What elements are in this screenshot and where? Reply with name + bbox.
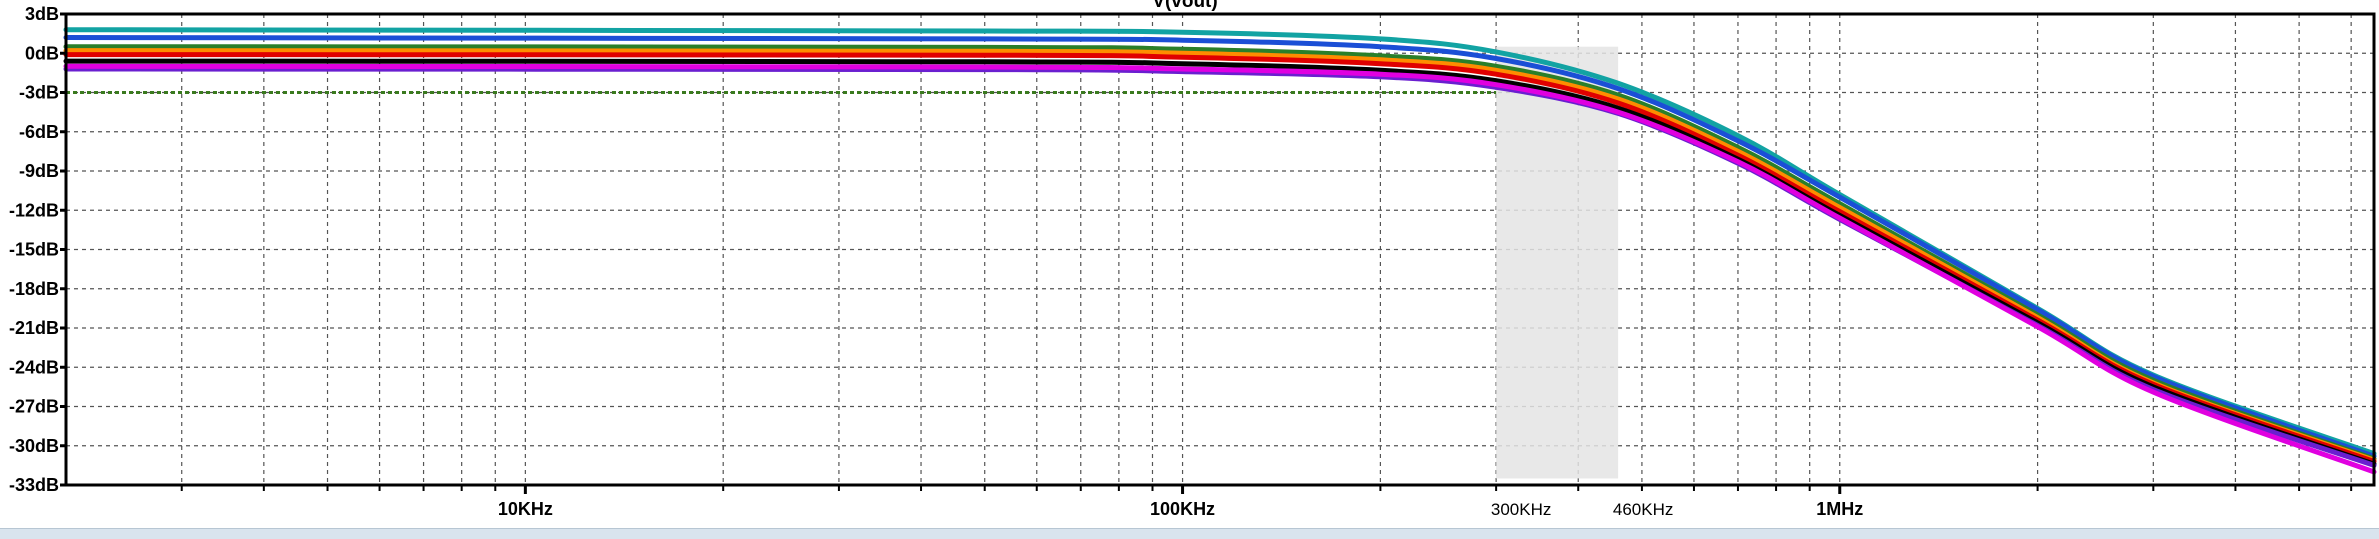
series-line-3 [63,44,2377,462]
x-tick-label: 1MHz [1816,499,1863,519]
highlight-band [1496,46,1619,479]
x-tick-label: 100KHz [1150,499,1215,519]
y-tick-label: -12dB [9,200,59,220]
y-tick-label: 3dB [25,4,59,24]
y-tick-label: -33dB [9,475,59,495]
series-line-5 [63,52,2377,464]
series-line-8 [63,63,2377,475]
band-labels: 300KHz 460KHz [1491,500,1673,519]
y-tick-label: -27dB [9,397,59,417]
y-tick-label: -15dB [9,240,59,260]
status-strip [0,528,2379,539]
series-line-6 [63,58,2377,467]
x-axis: 10KHz 100KHz 1MHz [180,485,2353,519]
band-freq-label: 300KHz [1491,500,1551,519]
y-tick-label: -3dB [19,83,59,103]
band-freq-label: 460KHz [1613,500,1673,519]
y-tick-label: -6dB [19,122,59,142]
y-tick-label: -24dB [9,357,59,377]
series-line-4 [63,48,2377,463]
y-tick-label: 0dB [25,43,59,63]
bode-chart[interactable]: 3dB 0dB -3dB -6dB -9dB -12dB -15dB -18dB -21dB -2… [0,0,2379,528]
series-group [63,27,2377,475]
x-tick-label: 10KHz [498,499,553,519]
grid [66,14,2374,485]
y-tick-label: -18dB [9,279,59,299]
chart-title: V(vout) [1152,0,1217,12]
highlight-band-rect [1496,46,1619,479]
y-tick-label: -30dB [9,436,59,456]
y-tick-label: -21dB [9,318,59,338]
series-line-2 [63,35,2377,459]
y-axis: 3dB 0dB -3dB -6dB -9dB -12dB -15dB -18dB -21dB -2… [9,4,66,495]
y-tick-label: -9dB [19,161,59,181]
